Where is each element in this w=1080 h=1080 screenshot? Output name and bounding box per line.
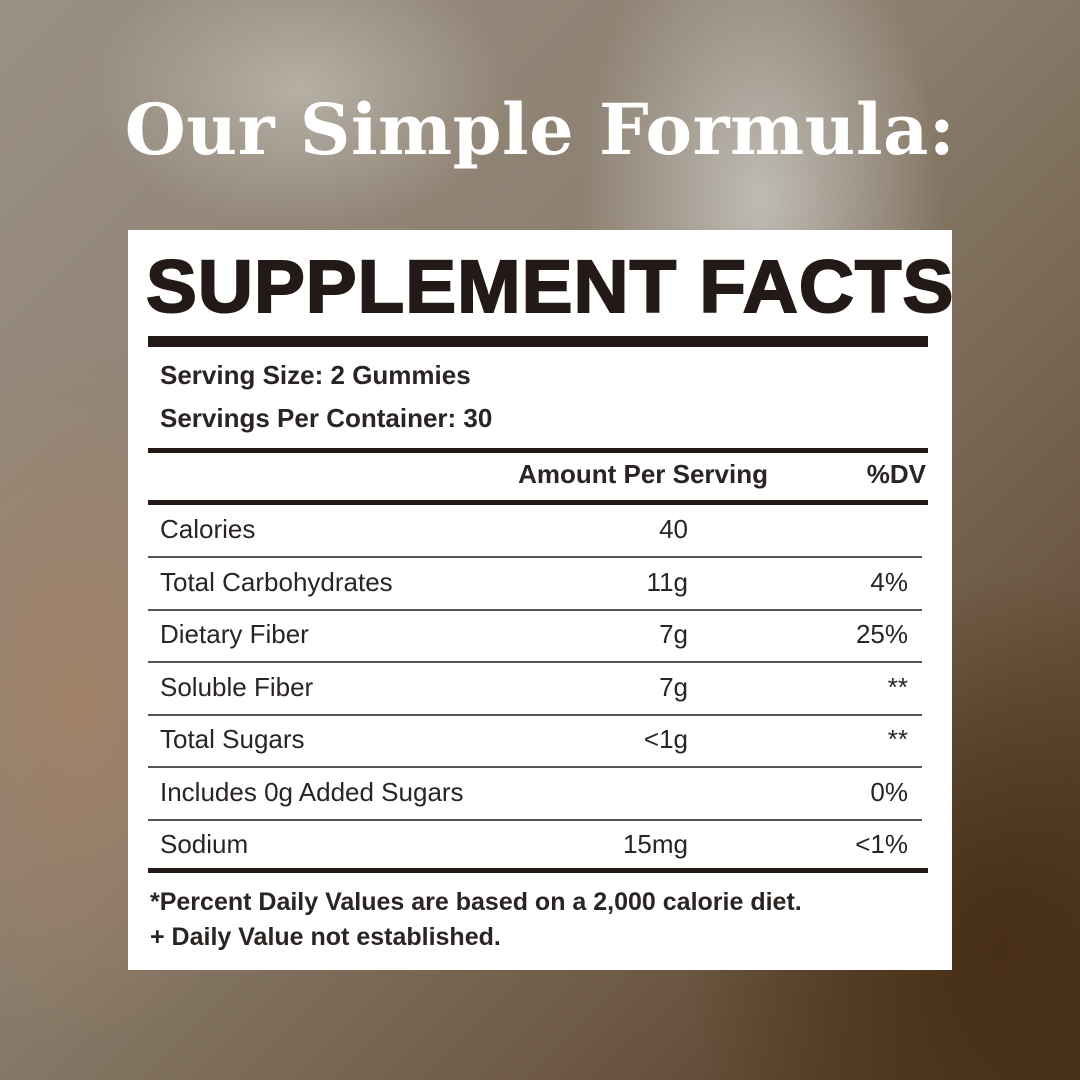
- footnote-daily-values: *Percent Daily Values are based on a 2,0…: [150, 888, 802, 916]
- serving-size-value: 2 Gummies: [330, 360, 471, 390]
- nutrient-amount: 7g: [659, 619, 688, 649]
- nutrient-name: Dietary Fiber: [160, 619, 309, 649]
- row-divider: [148, 556, 922, 558]
- nutrient-name: Total Carbohydrates: [160, 566, 393, 597]
- col-dv-header: %DV: [866, 459, 926, 489]
- nutrient-amount: 15mg: [622, 829, 688, 859]
- nutrient-dv: **: [887, 671, 908, 702]
- headline: Our Simple Formula:: [124, 88, 956, 171]
- servings-per-container: Servings Per Container: 30: [160, 403, 493, 433]
- row-divider: [148, 608, 922, 611]
- serving-size: Serving Size: 2 Gummies: [160, 360, 471, 391]
- footnote-not-established: + Daily Value not established.: [150, 923, 501, 951]
- nutrient-amount: 40: [659, 514, 688, 544]
- divider-heavy: [148, 336, 928, 347]
- nutrient-amount: 11g: [646, 566, 688, 597]
- nutrient-dv: 4%: [870, 566, 908, 597]
- facts-title: SUPPLEMENT FACTS: [145, 244, 955, 329]
- nutrient-name: Sodium: [160, 829, 249, 859]
- nutrient-name: Total Sugars: [160, 724, 305, 754]
- supplement-facts-panel: SUPPLEMENT FACTS Serving Size: 2 Gummies…: [128, 230, 954, 970]
- nutrient-name: Calories: [160, 514, 256, 544]
- nutrient-amount: 7g: [659, 671, 688, 702]
- nutrient-dv: 0%: [870, 776, 908, 807]
- serving-size-label: Serving Size:: [160, 360, 324, 390]
- nutrient-name: Soluble Fiber: [160, 671, 314, 702]
- nutrient-dv: 25%: [855, 619, 908, 649]
- row-divider: [148, 661, 922, 663]
- row-divider: [148, 766, 922, 768]
- row-divider: [148, 713, 922, 716]
- divider-thick: [148, 868, 928, 873]
- divider-thick: [148, 500, 928, 505]
- nutrient-dv: **: [887, 724, 908, 754]
- nutrient-name: Includes 0g Added Sugars: [160, 776, 464, 807]
- col-amount-header: Amount Per Serving: [518, 459, 768, 489]
- nutrient-dv: <1%: [855, 829, 908, 859]
- nutrient-amount: <1g: [643, 724, 688, 754]
- row-divider: [148, 818, 922, 821]
- divider-thick: [148, 448, 928, 453]
